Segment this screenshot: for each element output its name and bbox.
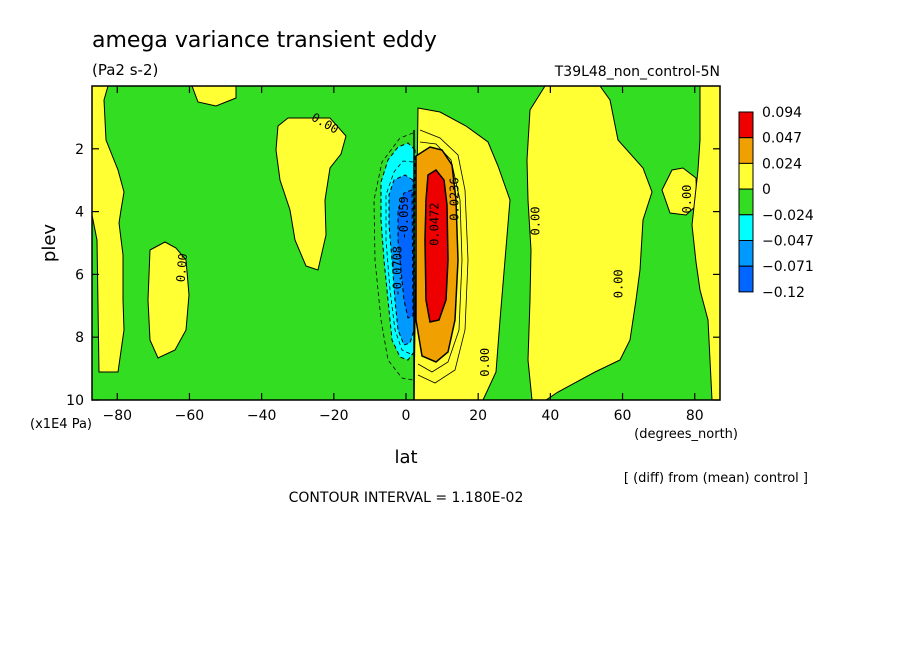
x-tick-label: 0 — [402, 408, 411, 424]
region-positive-far-south — [92, 86, 125, 373]
colorbar-swatch — [738, 214, 754, 242]
contour-label: 0.00 — [612, 269, 626, 298]
x-axis-label: lat — [394, 447, 417, 468]
colorbar-swatch — [738, 240, 754, 267]
y-tick-label: 10 — [66, 393, 84, 409]
y-axis: 2 4 6 8 10 — [66, 142, 720, 409]
x-tick-label: 80 — [686, 408, 704, 424]
colorbar-label: 0.094 — [762, 105, 802, 121]
x-tick-label: −20 — [319, 408, 349, 424]
colorbar-label: 0.047 — [762, 131, 802, 147]
colorbar-swatch — [738, 111, 754, 139]
contour-labels: 0.000.000.000.000.000.000.04720.0236-0.0… — [174, 110, 695, 377]
run-label: T39L48_non_control-5N — [554, 64, 720, 80]
region-positive-north-1 — [526, 86, 653, 400]
colorbar-label: 0 — [762, 182, 771, 198]
region-positive-north-top — [191, 86, 237, 107]
colorbar-swatch — [738, 188, 754, 216]
colorbar-label: −0.12 — [762, 285, 805, 301]
x-axis-unit: (degrees_north) — [634, 427, 738, 442]
contour-label: 0.00 — [478, 348, 492, 377]
contour-line-positive — [417, 129, 469, 384]
contour-label: -0.059 — [397, 196, 411, 239]
x-tick-label: −40 — [247, 408, 277, 424]
diff-note: [ (diff) from (mean) control ] — [624, 471, 808, 486]
colorbar-label: −0.047 — [762, 234, 814, 250]
contour-line-negative-2 — [385, 160, 414, 356]
colorbar-label: −0.071 — [762, 259, 814, 275]
x-tick-label: 20 — [469, 408, 487, 424]
contour-line-negative — [373, 132, 414, 381]
colorbar-swatch — [738, 162, 754, 190]
contour-line-positive-2 — [417, 141, 463, 373]
region-positive-north-3 — [691, 86, 720, 400]
region-negative-core — [397, 189, 414, 319]
region-positive-south-2 — [275, 117, 347, 271]
contour-label: -0.0708 — [390, 246, 404, 297]
contour-label: 0.0472 — [427, 202, 441, 245]
chart-title: amega variance transient eddy — [92, 28, 437, 53]
colorbar-swatch — [738, 265, 754, 293]
contour-label: 0.0236 — [447, 177, 461, 220]
plot-area — [92, 86, 720, 400]
colorbar-label: 0.024 — [762, 156, 802, 172]
y-tick-label: 2 — [75, 142, 84, 158]
colorbar-swatch — [738, 137, 754, 164]
region-positive-south-1 — [147, 241, 190, 359]
y-axis-label: plev — [39, 224, 60, 263]
contour-label: 0.00 — [174, 253, 190, 283]
x-tick-label: 60 — [614, 408, 632, 424]
contour-label: 0.00 — [529, 207, 543, 236]
x-axis: −80 −60 −40 −20 0 20 40 60 80 — [102, 86, 704, 424]
x-tick-label: 40 — [541, 408, 559, 424]
contour-interval: CONTOUR INTERVAL = 1.180E-02 — [289, 490, 524, 506]
y-axis-unit: (x1E4 Pa) — [30, 417, 92, 432]
colorbar-label: −0.024 — [762, 208, 814, 224]
x-tick-label: −80 — [102, 408, 132, 424]
chart-units: (Pa2 s-2) — [92, 61, 158, 79]
region-positive-max — [424, 169, 449, 323]
y-tick-label: 8 — [75, 330, 84, 346]
colorbar: 0.094 0.047 0.024 0 −0.024 −0.047 −0.071 −0.12 — [738, 105, 814, 301]
contour-label: 0.00 — [680, 185, 694, 214]
y-tick-label: 4 — [75, 205, 84, 221]
y-tick-label: 6 — [75, 267, 84, 283]
x-tick-label: −60 — [175, 408, 205, 424]
